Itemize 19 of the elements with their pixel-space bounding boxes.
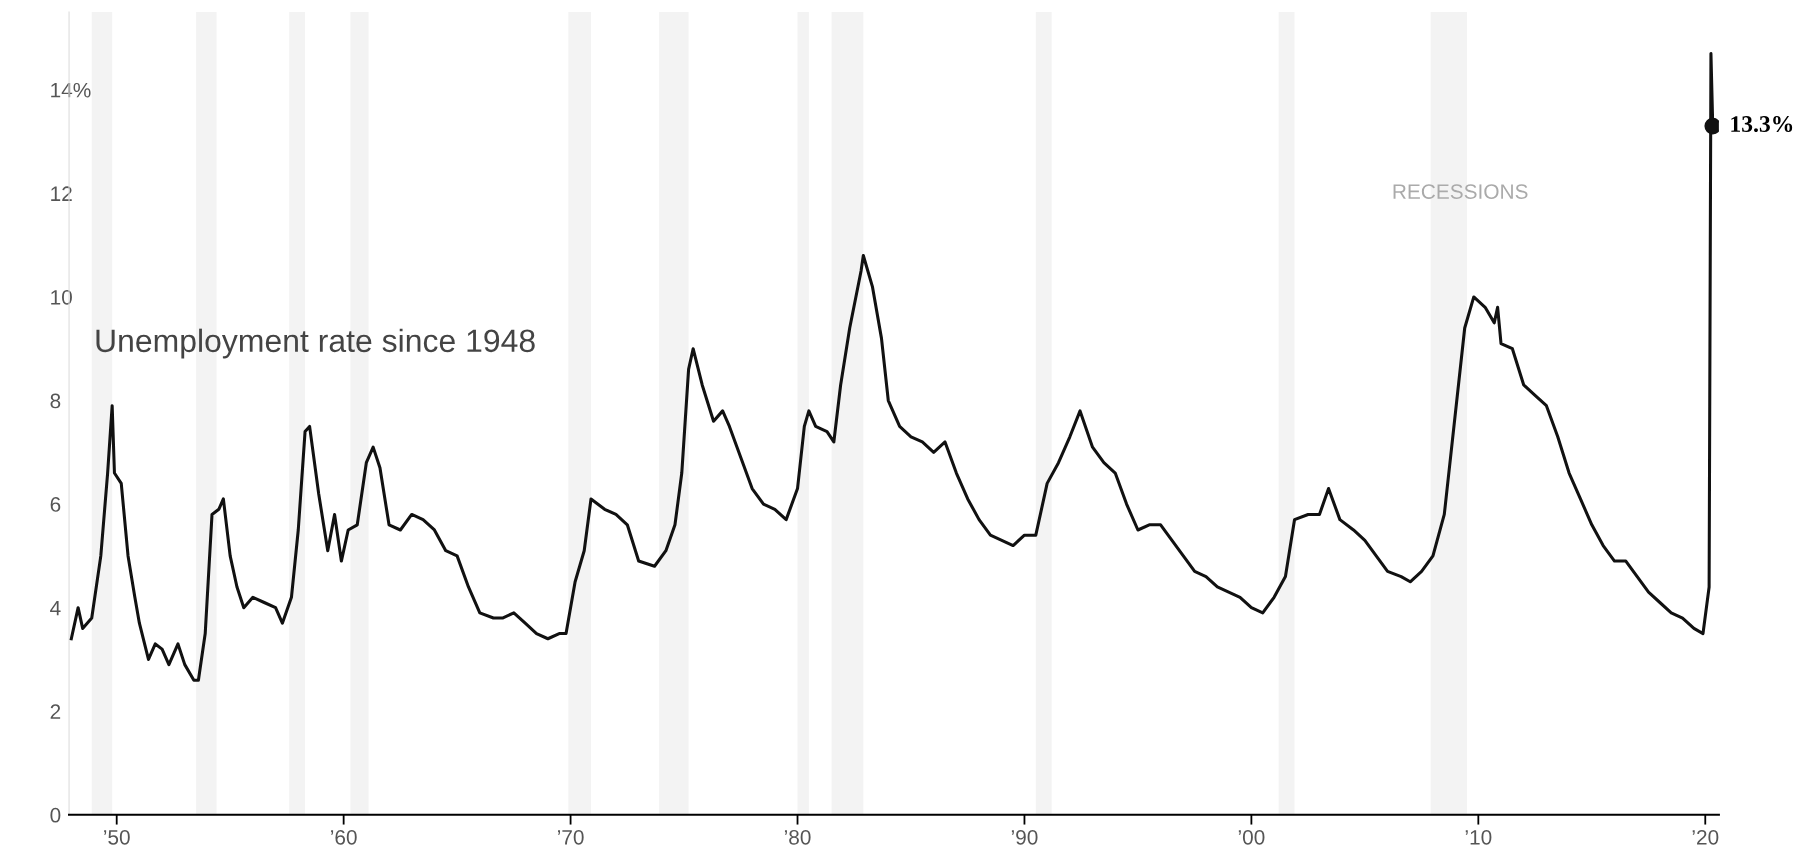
x-tick-label: ’90: [1011, 829, 1038, 845]
y-tick-label: 12: [51, 186, 72, 201]
x-tick-label: ’20: [1692, 829, 1719, 845]
x-tick-label: ’70: [557, 829, 584, 845]
x-tick-label: ’60: [331, 829, 357, 845]
y-tick-label: 8: [50, 393, 61, 409]
x-tick-label: ’50: [104, 829, 130, 845]
y-tick-label: 0: [50, 807, 61, 823]
text: Unemployment rate since 1948: [96, 328, 535, 359]
annotation: RECESSIONS: [1393, 184, 1528, 199]
x-tick-label: ’00: [1238, 829, 1265, 845]
x-tick-label: ’10: [1465, 829, 1492, 845]
x-tick-label: ’80: [784, 829, 811, 845]
y-tick-label: 14%: [51, 82, 91, 98]
annotation: 13.3%: [1731, 116, 1793, 133]
y-tick-label: 6: [50, 497, 61, 512]
y-tick-label: 10: [51, 289, 72, 305]
y-tick-label: 4: [50, 600, 61, 616]
y-tick-label: 2: [50, 704, 61, 719]
